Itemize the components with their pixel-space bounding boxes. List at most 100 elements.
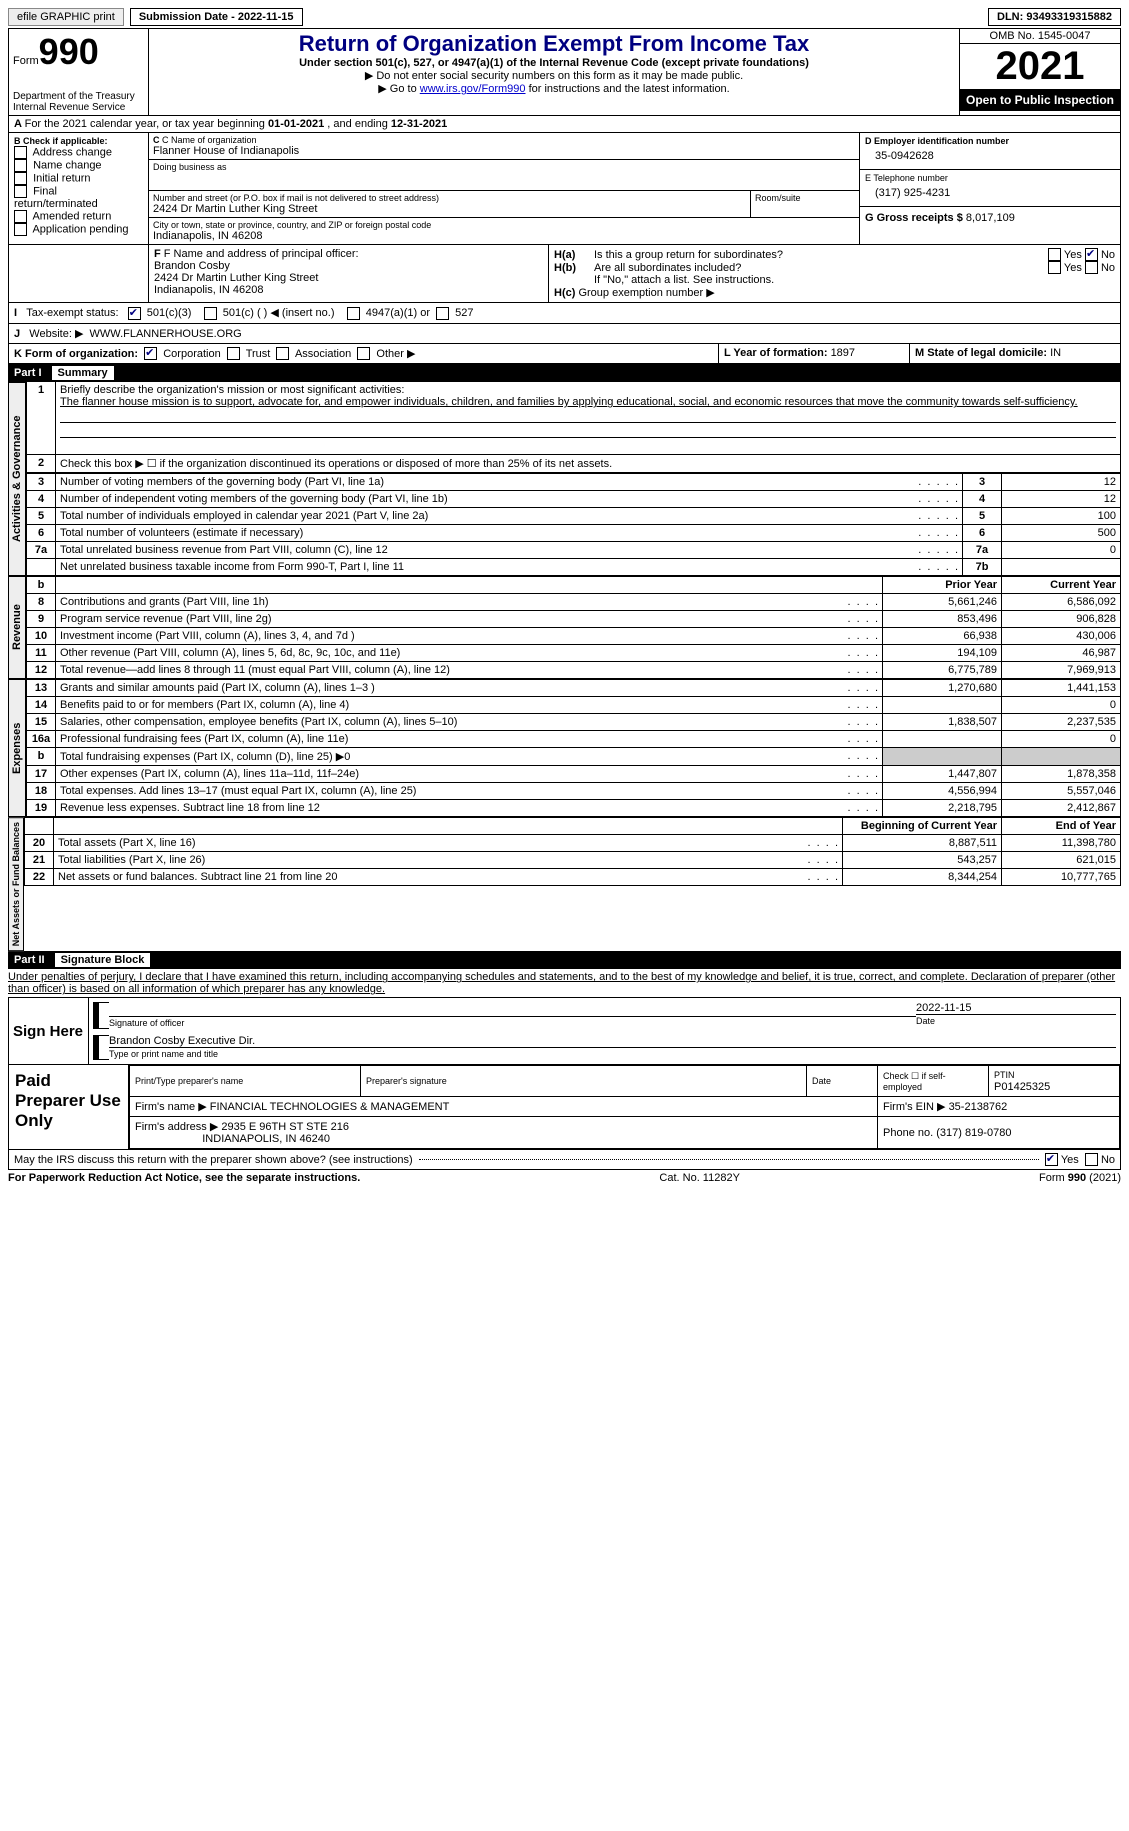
ptin: P01425325: [994, 1081, 1050, 1093]
linek-label: K Form of organization:: [14, 348, 138, 360]
ein-label: D Employer identification number: [865, 136, 1115, 146]
sig-type-label: Type or print name and title: [109, 1049, 218, 1059]
part1-exp: Expenses 13Grants and similar amounts pa…: [8, 679, 1121, 817]
other-checkbox[interactable]: [357, 347, 370, 360]
boxb-checkbox[interactable]: [14, 146, 27, 159]
paid-preparer-block: Paid Preparer Use Only Print/Type prepar…: [8, 1065, 1121, 1150]
pp-name-label: Print/Type preparer's name: [135, 1076, 243, 1086]
state-domicile: IN: [1050, 347, 1061, 359]
part2-title: Signature Block: [55, 953, 151, 967]
year-formation: 1897: [831, 347, 855, 359]
addr-label: Number and street (or P.O. box if mail i…: [153, 193, 746, 203]
lineA-end: 12-31-2021: [391, 118, 447, 130]
linej-label: Website: ▶: [29, 328, 83, 340]
box-c: C C Name of organization Flanner House o…: [149, 133, 860, 244]
l2-text: Check this box ▶ ☐ if the organization d…: [56, 455, 1121, 473]
part1-title: Summary: [52, 366, 114, 380]
hb-yes-checkbox[interactable]: [1048, 261, 1061, 274]
gross-label: G Gross receipts $: [865, 212, 966, 224]
corp-checkbox[interactable]: [144, 347, 157, 360]
officer-addr1: 2424 Dr Martin Luther King Street: [154, 272, 543, 284]
part1-net: Net Assets or Fund Balances Beginning of…: [8, 817, 1121, 951]
501c3-checkbox[interactable]: [128, 307, 141, 320]
firm-name-label: Firm's name ▶: [135, 1101, 207, 1113]
sig-officer-label: Signature of officer: [109, 1018, 184, 1028]
sign-here-block: Sign Here Signature of officer 2022-11-1…: [8, 997, 1121, 1065]
boxc-name-label: C C Name of organization: [153, 135, 855, 145]
pp-date-label: Date: [812, 1076, 831, 1086]
boxb-checkbox[interactable]: [14, 185, 27, 198]
lineA-begin: 01-01-2021: [268, 118, 324, 130]
col-prior-year: Prior Year: [883, 577, 1002, 594]
paid-preparer-label: Paid Preparer Use Only: [9, 1065, 129, 1149]
firm-ein: 35-2138762: [949, 1101, 1008, 1113]
firm-name: FINANCIAL TECHNOLOGIES & MANAGEMENT: [210, 1101, 450, 1113]
boxb-checkbox[interactable]: [14, 223, 27, 236]
ptin-label: PTIN: [994, 1070, 1015, 1080]
l1-label: Briefly describe the organization's miss…: [60, 384, 404, 396]
trust-checkbox[interactable]: [227, 347, 240, 360]
cat-number: Cat. No. 11282Y: [659, 1172, 740, 1184]
room-label: Room/suite: [755, 193, 855, 203]
mayirs-no-checkbox[interactable]: [1085, 1153, 1098, 1166]
tax-year: 2021: [960, 44, 1120, 89]
h-note: If "No," attach a list. See instructions…: [554, 274, 1115, 286]
officer-addr2: Indianapolis, IN 46208: [154, 284, 543, 296]
signer-name: Brandon Cosby Executive Dir.: [109, 1035, 1116, 1048]
box-deg: D Employer identification number 35-0942…: [860, 133, 1120, 244]
form-prefix: Form: [13, 55, 39, 67]
ha-no-checkbox[interactable]: [1085, 248, 1098, 261]
efile-button[interactable]: efile GRAPHIC print: [8, 8, 124, 26]
city-state-zip: Indianapolis, IN 46208: [153, 230, 855, 242]
sign-here-label: Sign Here: [9, 998, 89, 1064]
4947-checkbox[interactable]: [347, 307, 360, 320]
part1-body: Activities & Governance 1 Briefly descri…: [8, 382, 1121, 576]
boxf-label: F Name and address of principal officer:: [164, 248, 359, 260]
assoc-checkbox[interactable]: [276, 347, 289, 360]
dln: DLN: 93493319315882: [988, 8, 1121, 26]
form-header: Form990 Department of the Treasury Inter…: [8, 28, 1121, 116]
hb-no-checkbox[interactable]: [1085, 261, 1098, 274]
firm-addr1: 2935 E 96TH ST STE 216: [221, 1121, 349, 1133]
footer-form: 990: [1068, 1172, 1086, 1184]
irs-link[interactable]: www.irs.gov/Form990: [420, 83, 526, 95]
perjury-declaration: Under penalties of perjury, I declare th…: [8, 969, 1121, 997]
mayirs-yes-checkbox[interactable]: [1045, 1153, 1058, 1166]
note-ssn: ▶ Do not enter social security numbers o…: [153, 69, 955, 82]
section-fh: F F Name and address of principal office…: [8, 245, 1121, 303]
501c-checkbox[interactable]: [204, 307, 217, 320]
pp-self-employed: Check ☐ if self-employed: [878, 1066, 989, 1097]
city-label: City or town, state or province, country…: [153, 220, 855, 230]
form-title: Return of Organization Exempt From Incom…: [153, 31, 955, 57]
ha-yes-checkbox[interactable]: [1048, 248, 1061, 261]
phone: (317) 925-4231: [865, 183, 1115, 203]
form-subtitle: Under section 501(c), 527, or 4947(a)(1)…: [153, 57, 955, 69]
linel-label: L Year of formation:: [724, 347, 831, 359]
sign-fields: Signature of officer 2022-11-15Date Bran…: [89, 998, 1120, 1064]
form-number-cell: Form990 Department of the Treasury Inter…: [9, 29, 149, 115]
side-netassets: Net Assets or Fund Balances: [8, 817, 24, 951]
part2-header: Part II Signature Block: [8, 951, 1121, 969]
part1-header: Part I Summary: [8, 364, 1121, 382]
top-bar: efile GRAPHIC print Submission Date - 20…: [8, 8, 1121, 26]
gross-receipts: 8,017,109: [966, 212, 1015, 224]
box-h: H(a) Is this a group return for subordin…: [549, 245, 1120, 302]
boxb-checkbox[interactable]: [14, 159, 27, 172]
line-klm: K Form of organization: Corporation Trus…: [8, 344, 1121, 365]
boxb-checkbox[interactable]: [14, 210, 27, 223]
ein: 35-0942628: [865, 146, 1115, 166]
mission-text: The flanner house mission is to support,…: [60, 396, 1078, 408]
527-checkbox[interactable]: [436, 307, 449, 320]
linem-label: M State of legal domicile:: [915, 347, 1050, 359]
org-name: Flanner House of Indianapolis: [153, 145, 855, 157]
sig-date: 2022-11-15: [916, 1002, 1116, 1015]
may-irs-row: May the IRS discuss this return with the…: [8, 1150, 1121, 1170]
note2-post: for instructions and the latest informat…: [526, 83, 730, 95]
lineA-mid: , and ending: [324, 118, 391, 130]
h-c-text: Group exemption number ▶: [578, 287, 714, 299]
note-link: ▶ Go to www.irs.gov/Form990 for instruct…: [153, 82, 955, 95]
boxb-checkbox[interactable]: [14, 172, 27, 185]
linei-label: Tax-exempt status:: [26, 307, 118, 319]
side-activities: Activities & Governance: [8, 382, 26, 576]
col-boy: Beginning of Current Year: [843, 818, 1002, 835]
